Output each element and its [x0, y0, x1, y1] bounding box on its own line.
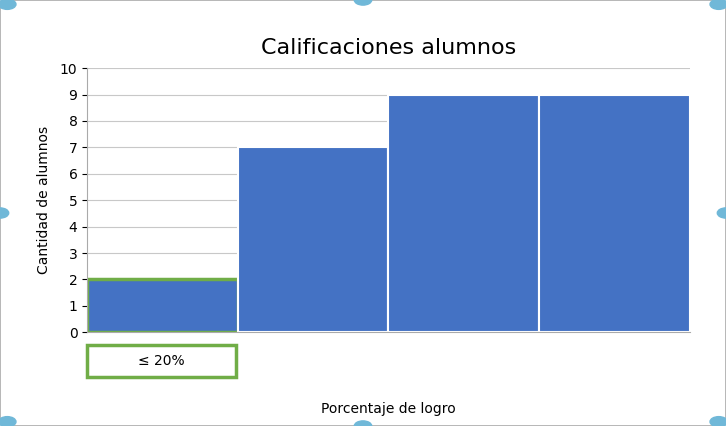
- Text: Porcentaje de logro: Porcentaje de logro: [321, 402, 456, 416]
- Bar: [539, 95, 690, 332]
- Bar: [238, 147, 388, 332]
- Y-axis label: Cantidad de alumnos: Cantidad de alumnos: [38, 126, 52, 274]
- Bar: [388, 95, 539, 332]
- Title: Calificaciones alumnos: Calificaciones alumnos: [261, 38, 516, 58]
- Text: ≤ 20%: ≤ 20%: [138, 354, 185, 368]
- Bar: [87, 279, 238, 332]
